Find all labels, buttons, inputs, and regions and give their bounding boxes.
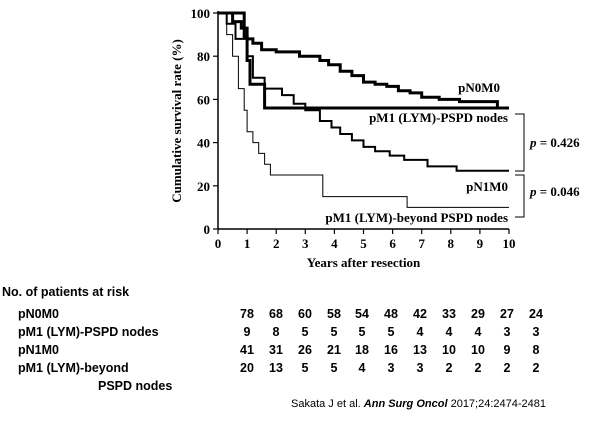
risk-cell: 27	[500, 307, 514, 321]
risk-cell: 54	[355, 307, 369, 321]
x-tick-label: 6	[389, 236, 396, 251]
risk-cell: 16	[384, 343, 398, 357]
risk-cell: 29	[471, 307, 485, 321]
p-value-annotation: p = 0.426	[529, 135, 580, 150]
risk-cell: 58	[327, 307, 341, 321]
risk-cell: 9	[504, 343, 511, 357]
y-tick-label: 40	[197, 136, 210, 151]
risk-cell: 20	[240, 361, 254, 375]
y-tick-label: 0	[204, 222, 211, 237]
risk-cell: 5	[331, 361, 338, 375]
p-symbol: p	[529, 184, 537, 199]
series-line-3	[218, 12, 509, 172]
x-tick-label: 5	[360, 236, 367, 251]
risk-cell: 8	[533, 343, 540, 357]
series-label: pM1 (LYM)-PSPD nodes	[369, 110, 508, 125]
risk-cell: 41	[240, 343, 254, 357]
risk-row-label: pN1M0	[18, 343, 59, 357]
risk-cell: 18	[355, 343, 369, 357]
series-label: pM1 (LYM)-beyond PSPD nodes	[325, 210, 508, 225]
x-tick-label: 2	[273, 236, 280, 251]
risk-cell: 2	[504, 361, 511, 375]
x-tick-label: 7	[418, 236, 425, 251]
risk-cell: 48	[384, 307, 398, 321]
risk-cell: 21	[327, 343, 341, 357]
p-value: = 0.046	[537, 184, 581, 199]
citation-details: 2017;24:2474-2481	[450, 398, 547, 410]
y-tick-label: 20	[197, 179, 210, 194]
series-line-2	[218, 11, 509, 110]
risk-cell: 10	[471, 343, 485, 357]
risk-cell: 42	[413, 307, 427, 321]
risk-cell: 3	[417, 361, 424, 375]
risk-cell: 5	[302, 325, 309, 339]
risk-cell: 4	[417, 325, 424, 339]
risk-cell: 33	[442, 307, 456, 321]
risk-cell: 3	[504, 325, 511, 339]
risk-cell: 3	[533, 325, 540, 339]
risk-cell: 10	[442, 343, 456, 357]
risk-cell: 4	[446, 325, 453, 339]
y-tick-label: 80	[197, 49, 210, 64]
risk-table-title: No. of patients at risk	[2, 285, 129, 299]
y-axis-title: Cumulative survival rate (%)	[169, 39, 184, 203]
x-axis-title: Years after resection	[307, 255, 421, 270]
p-symbol: p	[529, 135, 537, 150]
risk-cell: 78	[240, 307, 254, 321]
risk-cell: 2	[533, 361, 540, 375]
p-value-annotation: p = 0.046	[529, 184, 580, 199]
p-value: = 0.426	[537, 135, 581, 150]
p-value-bracket-2	[515, 174, 525, 218]
risk-cell: 13	[413, 343, 427, 357]
chart-labels: pN0M0 pM1 (LYM)-PSPD nodes pN1M0 pM1 (LYM)-…	[325, 80, 580, 225]
x-tick-label: 0	[215, 236, 222, 251]
risk-cell: 8	[273, 325, 280, 339]
x-tick-label: 3	[302, 236, 309, 251]
citation-authors: Sakata J et al.	[291, 398, 361, 410]
risk-cell: 5	[388, 325, 395, 339]
series-label: pN1M0	[466, 179, 508, 194]
risk-row-label: pN0M0	[18, 307, 59, 321]
x-tick-label: 9	[477, 236, 484, 251]
y-tick-label: 100	[191, 6, 211, 21]
x-tick-label: 10	[503, 236, 516, 251]
risk-cell: 9	[244, 325, 251, 339]
risk-row-label-cont: PSPD nodes	[98, 379, 172, 393]
risk-cell: 3	[388, 361, 395, 375]
risk-cell: 2	[446, 361, 453, 375]
risk-cell: 5	[302, 361, 309, 375]
series-line-4	[218, 12, 509, 208]
x-tick-label: 4	[331, 236, 338, 251]
risk-cell: 5	[359, 325, 366, 339]
risk-cell: 31	[269, 343, 283, 357]
risk-cell: 24	[529, 307, 543, 321]
chart-curves	[218, 11, 509, 208]
series-label: pN0M0	[458, 80, 500, 95]
p-value-bracket-1	[515, 113, 525, 172]
risk-cell: 4	[359, 361, 366, 375]
risk-row-label: pM1 (LYM)-beyond	[18, 361, 129, 375]
risk-cell: 2	[475, 361, 482, 375]
x-tick-label: 1	[244, 236, 251, 251]
risk-cell: 13	[269, 361, 283, 375]
risk-cell: 60	[298, 307, 312, 321]
x-tick-label: 8	[448, 236, 455, 251]
y-tick-label: 60	[197, 92, 210, 107]
series-line-1	[218, 11, 509, 110]
risk-cell: 68	[269, 307, 283, 321]
risk-row-label: pM1 (LYM)-PSPD nodes	[18, 325, 159, 339]
risk-cell: 5	[331, 325, 338, 339]
risk-cell: 26	[298, 343, 312, 357]
citation: Sakata J et al. Ann Surg Oncol 2017;24:2…	[291, 398, 546, 410]
risk-cell: 4	[475, 325, 482, 339]
citation-journal: Ann Surg Oncol	[363, 398, 448, 410]
